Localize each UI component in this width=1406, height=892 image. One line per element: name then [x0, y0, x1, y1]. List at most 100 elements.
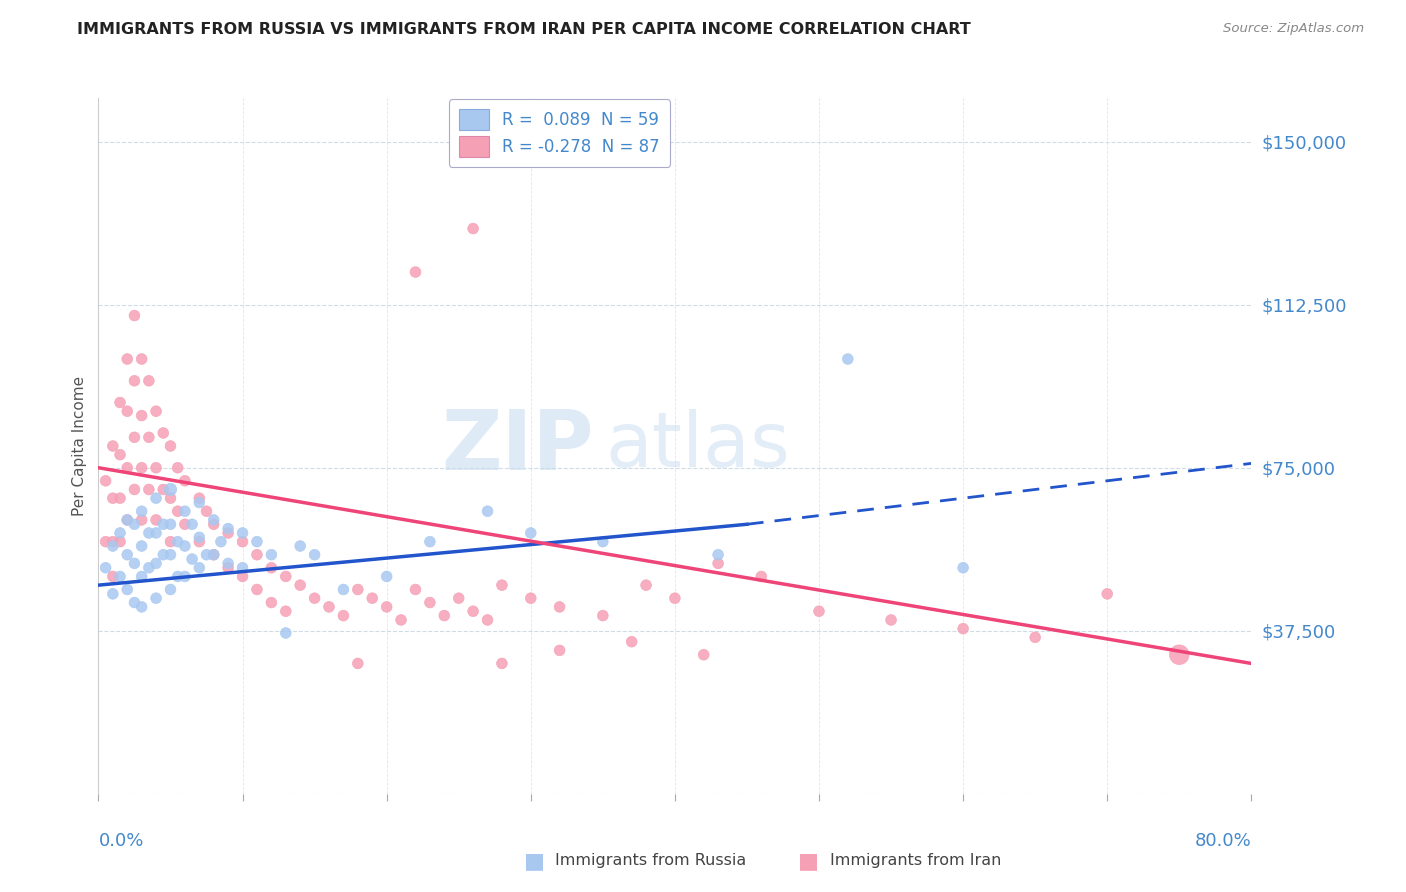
Point: [290, 539, 312, 553]
Text: ■: ■: [799, 851, 818, 871]
Point: [202, 517, 225, 532]
Point: [124, 309, 146, 323]
Point: [405, 582, 427, 597]
Point: [159, 491, 181, 505]
Point: [217, 522, 239, 536]
Point: [152, 548, 174, 562]
Point: [174, 539, 197, 553]
Point: [318, 599, 340, 614]
Point: [108, 526, 131, 541]
Point: [693, 648, 716, 662]
Point: [94, 561, 117, 575]
Point: [131, 460, 153, 475]
Point: [145, 460, 167, 475]
Point: [166, 569, 188, 583]
Point: [548, 599, 571, 614]
Point: [138, 483, 160, 497]
Point: [246, 582, 269, 597]
Point: [231, 569, 254, 583]
Point: [145, 591, 167, 606]
Point: [375, 569, 398, 583]
Point: [117, 513, 139, 527]
Point: [217, 526, 239, 541]
Point: [461, 221, 484, 235]
Point: [131, 409, 153, 423]
Point: [117, 460, 139, 475]
Point: [202, 513, 225, 527]
Point: [477, 613, 499, 627]
Point: [751, 569, 773, 583]
Point: [124, 430, 146, 444]
Point: [94, 534, 117, 549]
Point: [124, 596, 146, 610]
Point: [124, 483, 146, 497]
Point: [159, 439, 181, 453]
Point: [117, 548, 139, 562]
Text: Immigrants from Iran: Immigrants from Iran: [830, 854, 1001, 868]
Point: [202, 548, 225, 562]
Point: [195, 548, 218, 562]
Point: [131, 352, 153, 367]
Point: [231, 534, 254, 549]
Point: [108, 534, 131, 549]
Point: [159, 534, 181, 549]
Point: [117, 513, 139, 527]
Y-axis label: Per Capita Income: Per Capita Income: [72, 376, 87, 516]
Point: [166, 460, 188, 475]
Point: [548, 643, 571, 657]
Point: [101, 587, 124, 601]
Point: [101, 534, 124, 549]
Point: [1097, 587, 1119, 601]
Point: [405, 265, 427, 279]
Point: [145, 404, 167, 418]
Point: [477, 504, 499, 518]
Point: [246, 548, 269, 562]
Point: [592, 534, 614, 549]
Point: [124, 557, 146, 571]
Point: [174, 504, 197, 518]
Point: [159, 517, 181, 532]
Point: [195, 504, 218, 518]
Point: [138, 561, 160, 575]
Point: [138, 374, 160, 388]
Point: [707, 557, 730, 571]
Point: [159, 483, 181, 497]
Point: [332, 608, 354, 623]
Point: [174, 517, 197, 532]
Point: [952, 561, 974, 575]
Point: [217, 557, 239, 571]
Point: [419, 596, 441, 610]
Point: [231, 526, 254, 541]
Point: [290, 578, 312, 592]
Point: [124, 517, 146, 532]
Point: [131, 599, 153, 614]
Point: [188, 491, 211, 505]
Point: [117, 404, 139, 418]
Text: ■: ■: [524, 851, 544, 871]
Point: [145, 526, 167, 541]
Point: [117, 582, 139, 597]
Point: [433, 608, 456, 623]
Point: [620, 634, 643, 648]
Point: [260, 561, 283, 575]
Point: [837, 352, 859, 367]
Point: [202, 548, 225, 562]
Point: [1168, 648, 1191, 662]
Point: [101, 569, 124, 583]
Point: [166, 534, 188, 549]
Point: [260, 548, 283, 562]
Point: [447, 591, 470, 606]
Point: [361, 591, 384, 606]
Text: Source: ZipAtlas.com: Source: ZipAtlas.com: [1223, 22, 1364, 36]
Point: [145, 557, 167, 571]
Point: [101, 491, 124, 505]
Point: [346, 582, 368, 597]
Point: [131, 513, 153, 527]
Text: ZIP: ZIP: [441, 406, 595, 486]
Point: [108, 569, 131, 583]
Point: [174, 474, 197, 488]
Point: [304, 591, 326, 606]
Point: [108, 395, 131, 409]
Point: [145, 513, 167, 527]
Point: [159, 582, 181, 597]
